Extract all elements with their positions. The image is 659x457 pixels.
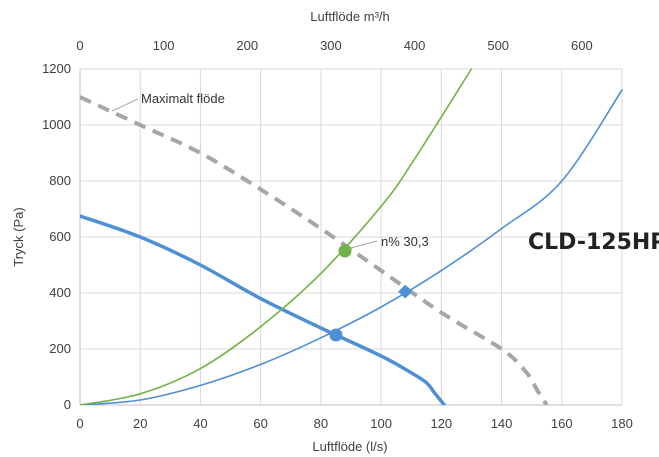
x-tick-label: 40 [193,416,207,431]
y-tick-label: 1000 [42,117,71,132]
grid [79,68,623,406]
x2-tick-label: 0 [76,38,83,53]
operating-point [338,244,352,258]
x-tick-label: 160 [551,416,573,431]
y-tick-label: 0 [64,397,71,412]
model-label: CLD-125HP [528,230,659,255]
max-flow-label: Maximalt flöde [141,91,225,106]
operating-points [329,240,413,342]
y-tick-label: 1200 [42,61,71,76]
max-flow-curve [80,95,549,405]
x2-tick-label: 400 [404,38,426,53]
operating-point [329,328,343,342]
x-tick-label: 100 [370,416,392,431]
system-curve-green [80,68,473,405]
x-axis-title: Luftflöde (l/s) [312,439,387,454]
y-tick-label: 200 [49,341,71,356]
efficiency-label: n% 30,3 [381,234,429,249]
x2-tick-label: 500 [487,38,509,53]
fan-pressure-curve [80,214,447,405]
x-tick-label: 60 [253,416,267,431]
system-curve-blue [80,89,623,405]
max-flow-leader [111,98,139,112]
x2-tick-label: 600 [571,38,593,53]
x-tick-label: 20 [133,416,147,431]
y-tick-label: 600 [49,229,71,244]
y-axis-title: Tryck (Pa) [11,207,26,266]
y-tick-label: 400 [49,285,71,300]
x2-tick-label: 200 [236,38,258,53]
x2-axis-title: Luftflöde m³/h [310,9,390,24]
x-tick-label: 0 [76,416,83,431]
x2-tick-label: 100 [153,38,175,53]
x2-tick-label: 300 [320,38,342,53]
x-tick-label: 180 [611,416,633,431]
x-tick-label: 140 [491,416,513,431]
x-tick-label: 80 [314,416,328,431]
curves [80,68,623,405]
operating-point-diamond [398,284,413,299]
y-tick-label: 800 [49,173,71,188]
x-tick-label: 120 [430,416,452,431]
efficiency-leader [350,240,378,249]
